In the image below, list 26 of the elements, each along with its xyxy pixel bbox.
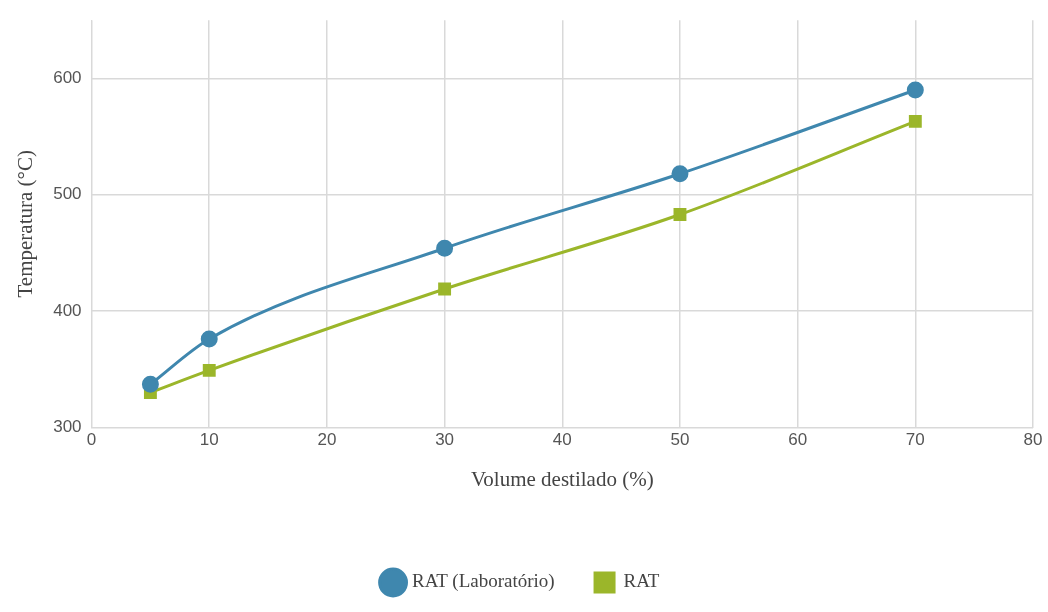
x-tick-label: 80: [1023, 430, 1043, 450]
legend-label: RAT: [623, 570, 660, 592]
x-tick-label: 40: [552, 430, 572, 450]
y-tick-label: 300: [53, 417, 82, 437]
y-tick-label: 600: [53, 68, 82, 88]
point: [906, 81, 924, 99]
x-tick-label: 10: [199, 430, 219, 450]
x-tick-label: 0: [86, 430, 97, 450]
point: [202, 363, 216, 377]
x-tick-label: 60: [788, 430, 808, 450]
point: [673, 208, 687, 221]
x-tick-label: 20: [317, 430, 337, 450]
legend-label: RAT (Laboratório): [412, 570, 555, 593]
point: [436, 239, 454, 257]
y-tick-label: 400: [53, 300, 82, 320]
y-axis-title: Temperatura (°C): [13, 150, 38, 298]
y-tick-label: 500: [53, 184, 82, 204]
point: [908, 114, 922, 128]
x-tick-label: 70: [905, 430, 925, 450]
point: [200, 330, 218, 348]
point: [671, 165, 689, 183]
x-axis-title: Volume destilado (%): [470, 466, 654, 491]
x-tick-label: 30: [435, 430, 455, 450]
x-tick-label: 50: [670, 430, 690, 450]
point: [438, 282, 452, 296]
point: [141, 375, 159, 393]
